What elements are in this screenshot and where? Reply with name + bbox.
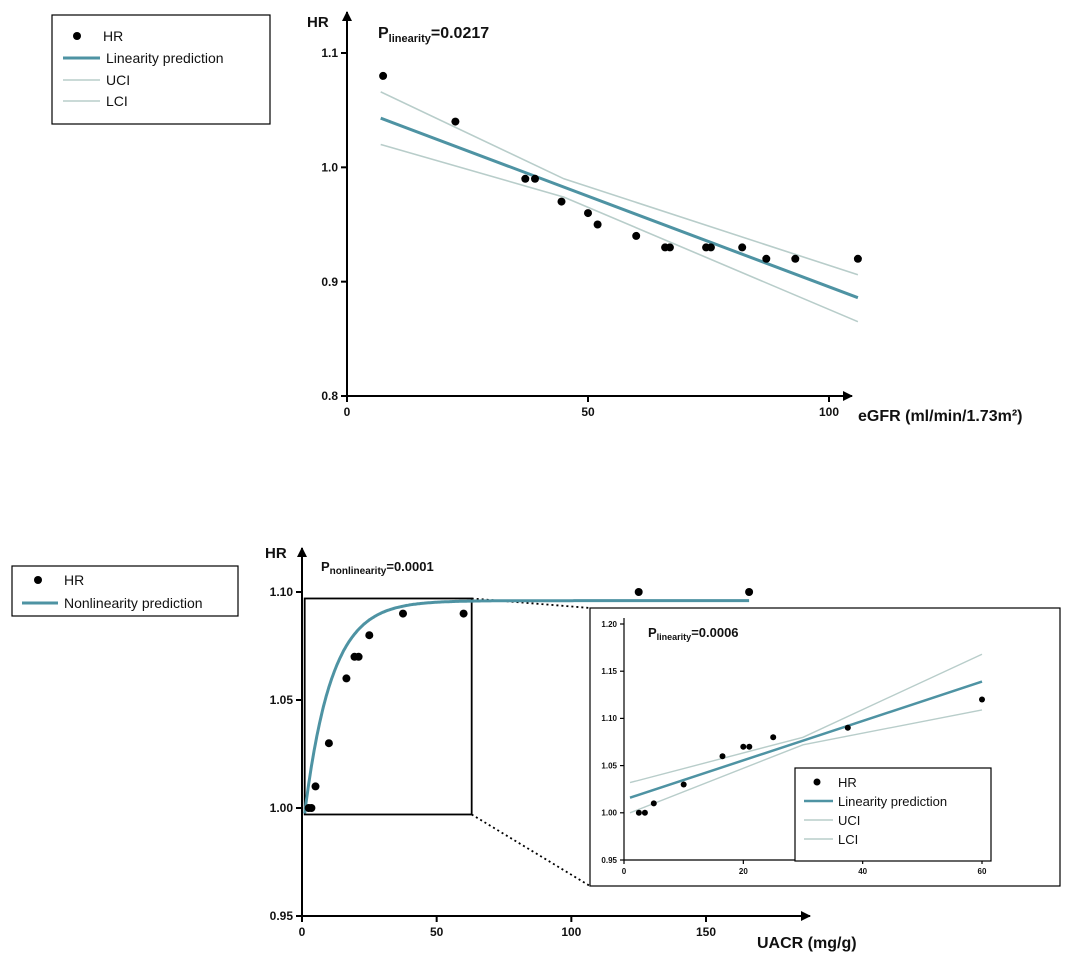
legend-lci-label: LCI bbox=[106, 93, 128, 109]
prediction-line bbox=[380, 116, 859, 300]
legend-hr-label: HR bbox=[64, 572, 84, 588]
egfr-plot-area: 0.8 0.9 1.0 1.1 0 50 100 bbox=[321, 11, 862, 419]
legend-hr-label: HR bbox=[838, 775, 857, 790]
legend-lci-label: LCI bbox=[838, 832, 858, 847]
data-point bbox=[379, 71, 388, 80]
zoom-box bbox=[303, 597, 473, 816]
data-point bbox=[451, 117, 460, 126]
uacr-inset-chart: Plinearity=0.0006 0.95 1.00 1.05 1.10 1.15 1.… bbox=[589, 607, 1061, 887]
prediction-line bbox=[629, 680, 983, 799]
uacr-p-value: Pnonlinearity=0.0001 bbox=[321, 559, 434, 577]
x-tick-label: 150 bbox=[696, 925, 716, 939]
legend-hr-label: HR bbox=[103, 28, 123, 44]
uacr-x-axis-title: UACR (mg/g) bbox=[757, 935, 857, 952]
y-tick-label: 1.15 bbox=[601, 667, 617, 676]
data-point bbox=[521, 174, 530, 183]
legend-uci-label: UCI bbox=[838, 813, 860, 828]
y-tick-label: 0.9 bbox=[321, 275, 338, 289]
y-tick-label: 0.8 bbox=[321, 389, 338, 403]
x-tick-label: 50 bbox=[581, 405, 595, 419]
data-point bbox=[365, 631, 374, 640]
data-point bbox=[354, 652, 363, 661]
x-tick-label: 0 bbox=[344, 405, 351, 419]
uacr-y-axis-title: HR bbox=[265, 545, 287, 562]
legend-prediction-label: Nonlinearity prediction bbox=[64, 595, 203, 611]
data-point bbox=[979, 696, 985, 703]
data-point bbox=[745, 588, 754, 596]
x-tick-label: 50 bbox=[430, 925, 444, 939]
data-point bbox=[307, 804, 316, 812]
y-tick-label: 1.05 bbox=[601, 761, 617, 770]
zoom-connector-bottom bbox=[471, 813, 591, 887]
x-tick-label: 20 bbox=[739, 867, 748, 876]
uacr-plot-area: 0.95 1.00 1.05 1.10 0 50 100 150 bbox=[270, 547, 811, 939]
y-tick-label: 1.00 bbox=[601, 809, 617, 818]
data-point bbox=[844, 724, 851, 731]
y-tick-label: 1.0 bbox=[321, 161, 338, 175]
data-point bbox=[459, 609, 468, 618]
legend-hr-marker bbox=[73, 32, 81, 40]
legend-uci-label: UCI bbox=[106, 72, 130, 88]
egfr-y-axis-title: HR bbox=[307, 14, 329, 31]
data-point bbox=[635, 809, 642, 816]
data-point bbox=[680, 781, 687, 788]
legend-hr-marker bbox=[813, 778, 821, 786]
legend-hr-marker bbox=[34, 576, 42, 584]
egfr-x-axis-title: eGFR (ml/min/1.73m²) bbox=[858, 408, 1022, 425]
data-point bbox=[762, 254, 771, 263]
data-point bbox=[738, 243, 747, 252]
data-point bbox=[324, 739, 333, 748]
data-point bbox=[740, 743, 747, 750]
inset-p-value: Plinearity=0.0006 bbox=[648, 625, 739, 642]
y-tick-label: 1.00 bbox=[270, 801, 294, 815]
egfr-chart: HR Linearity prediction UCI LCI HR eGFR … bbox=[51, 11, 1022, 425]
data-point bbox=[770, 734, 777, 741]
data-point bbox=[650, 800, 657, 807]
y-tick-label: 1.05 bbox=[270, 693, 294, 707]
y-tick-label: 1.1 bbox=[321, 46, 338, 60]
uci-line bbox=[629, 653, 983, 784]
data-point bbox=[719, 753, 726, 760]
y-tick-label: 0.95 bbox=[601, 856, 617, 865]
x-tick-label: 100 bbox=[819, 405, 839, 419]
data-point bbox=[531, 174, 539, 183]
egfr-legend: HR Linearity prediction UCI LCI bbox=[51, 14, 271, 125]
legend-prediction-label: Linearity prediction bbox=[838, 794, 947, 809]
x-tick-label: 0 bbox=[622, 867, 627, 876]
x-tick-label: 100 bbox=[561, 925, 581, 939]
data-point bbox=[557, 197, 566, 206]
lci-line bbox=[380, 143, 859, 323]
y-tick-label: 1.10 bbox=[270, 585, 294, 599]
uacr-legend: HR Nonlinearity prediction bbox=[11, 565, 239, 617]
data-point bbox=[342, 674, 351, 683]
data-point bbox=[746, 743, 753, 750]
y-tick-label: 0.95 bbox=[270, 909, 294, 923]
lci-line bbox=[629, 709, 983, 814]
inset-plot-area: 0.95 1.00 1.05 1.10 1.15 1.20 0 20 40 60 bbox=[601, 618, 990, 876]
y-tick-label: 1.20 bbox=[601, 620, 617, 629]
x-tick-label: 60 bbox=[978, 867, 987, 876]
egfr-p-value: Plinearity=0.0217 bbox=[378, 25, 489, 45]
uacr-chart: HR Nonlinearity prediction HR UACR (mg/g… bbox=[11, 545, 857, 952]
data-point bbox=[634, 588, 643, 596]
data-point bbox=[641, 809, 648, 816]
data-point bbox=[853, 254, 862, 263]
y-tick-label: 1.10 bbox=[601, 714, 617, 723]
inset-legend: HR Linearity prediction UCI LCI bbox=[794, 767, 992, 862]
uci-line bbox=[380, 91, 859, 276]
x-tick-label: 0 bbox=[299, 925, 306, 939]
data-point bbox=[632, 231, 641, 240]
data-point bbox=[791, 254, 800, 263]
data-point bbox=[665, 243, 674, 252]
x-tick-label: 40 bbox=[858, 867, 867, 876]
prediction-curve bbox=[303, 599, 750, 814]
data-point bbox=[593, 220, 602, 229]
data-point bbox=[311, 782, 320, 791]
data-point bbox=[706, 243, 715, 252]
data-point bbox=[584, 209, 592, 218]
data-point bbox=[399, 609, 407, 618]
legend-prediction-label: Linearity prediction bbox=[106, 50, 224, 66]
